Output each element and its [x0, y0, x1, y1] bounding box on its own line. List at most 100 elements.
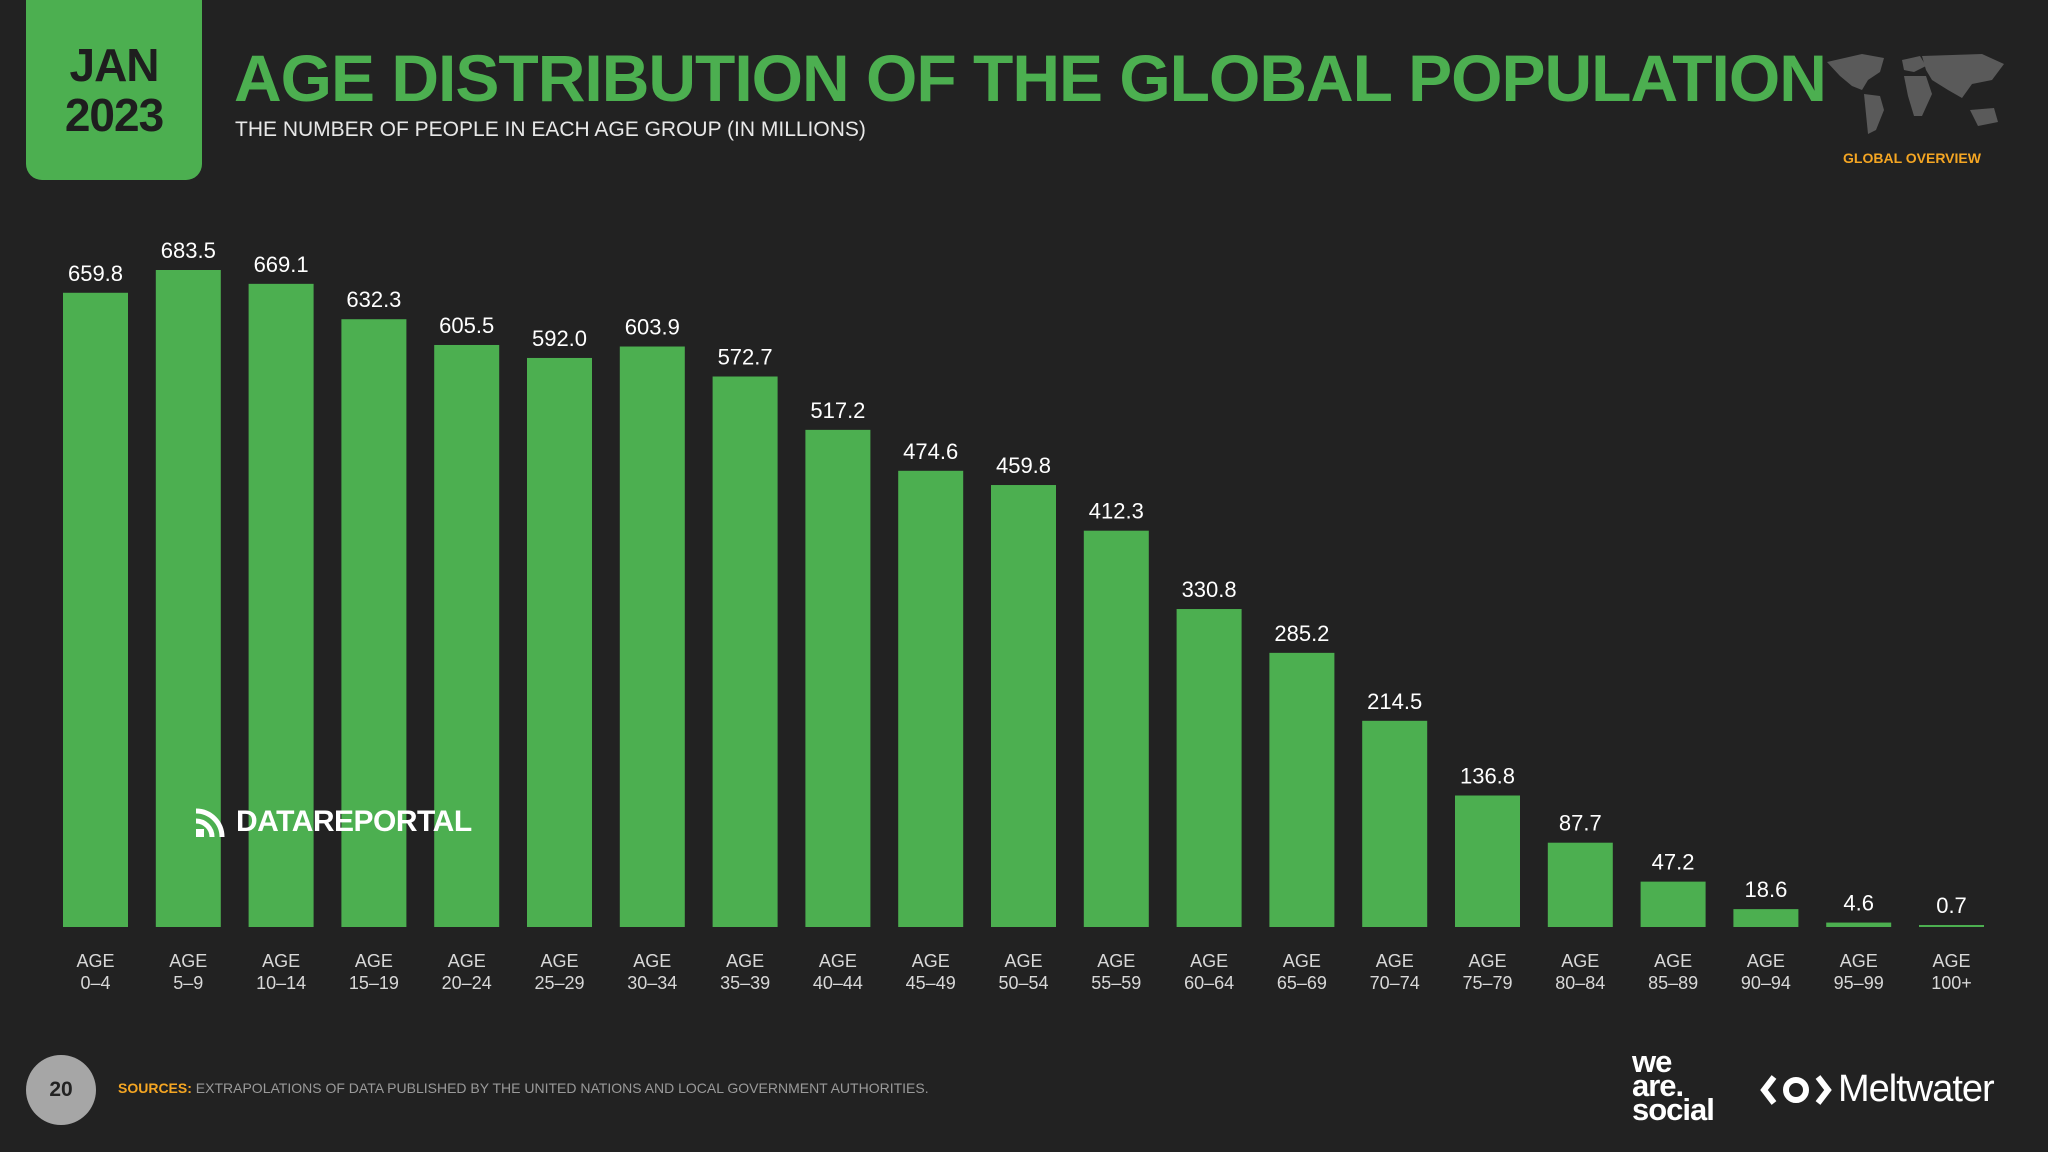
- datareportal-watermark: DATAREPORTAL: [192, 803, 472, 841]
- data-label: 659.8: [68, 261, 123, 286]
- category-label: 15–19: [349, 973, 399, 993]
- data-label: 47.2: [1652, 850, 1695, 875]
- data-label: 572.7: [718, 345, 773, 370]
- data-label: 4.6: [1843, 891, 1874, 916]
- category-label: AGE: [1283, 951, 1321, 971]
- watermark-text: DATAREPORTAL: [236, 805, 472, 838]
- data-label: 669.1: [254, 252, 309, 277]
- bar: [805, 429, 871, 927]
- category-label: AGE: [76, 951, 114, 971]
- bar: [712, 376, 778, 928]
- bar: [434, 344, 500, 928]
- category-label: AGE: [1654, 951, 1692, 971]
- category-label: 30–34: [627, 973, 677, 993]
- category-label: AGE: [1376, 951, 1414, 971]
- sources-note: SOURCES: EXTRAPOLATIONS OF DATA PUBLISHE…: [118, 1080, 929, 1096]
- category-label: 5–9: [173, 973, 203, 993]
- category-label: 85–89: [1648, 973, 1698, 993]
- data-label: 330.8: [1182, 577, 1237, 602]
- category-label: 25–29: [534, 973, 584, 993]
- date-badge: JAN 2023: [26, 0, 202, 180]
- category-label: AGE: [1840, 951, 1878, 971]
- data-label: 683.5: [161, 238, 216, 263]
- world-map-icon: [1827, 54, 2004, 134]
- data-label: 285.2: [1274, 621, 1329, 646]
- category-label: 35–39: [720, 973, 770, 993]
- category-label: 40–44: [813, 973, 863, 993]
- category-label: 90–94: [1741, 973, 1791, 993]
- data-label: 136.8: [1460, 764, 1515, 789]
- meltwater-mark-icon: [1760, 1074, 1832, 1105]
- data-label: 517.2: [810, 398, 865, 423]
- category-label: 95–99: [1834, 973, 1884, 993]
- data-label: 592.0: [532, 326, 587, 351]
- bar: [1176, 609, 1242, 927]
- data-label: 632.3: [346, 287, 401, 312]
- category-label: AGE: [912, 951, 950, 971]
- sources-text: EXTRAPOLATIONS OF DATA PUBLISHED BY THE …: [195, 1080, 929, 1096]
- category-label: AGE: [355, 951, 393, 971]
- bar: [1919, 925, 1984, 927]
- data-label: 474.6: [903, 439, 958, 464]
- bar: [1269, 652, 1335, 927]
- category-label: AGE: [1932, 951, 1970, 971]
- category-label: 100+: [1931, 973, 1972, 993]
- we-are-social-logo: we are. social: [1632, 1044, 1715, 1127]
- bar: [991, 485, 1056, 927]
- category-label: 70–74: [1370, 973, 1420, 993]
- category-label: 20–24: [442, 973, 492, 993]
- data-label: 605.5: [439, 313, 494, 338]
- data-label: 412.3: [1089, 499, 1144, 524]
- bar: [1362, 720, 1428, 927]
- data-label: 459.8: [996, 453, 1051, 478]
- category-label: 45–49: [906, 973, 956, 993]
- category-label: AGE: [1097, 951, 1135, 971]
- date-month: JAN: [69, 39, 159, 91]
- data-label: 87.7: [1559, 811, 1602, 836]
- category-label: 65–69: [1277, 973, 1327, 993]
- bar: [1455, 795, 1520, 927]
- category-label: AGE: [1190, 951, 1228, 971]
- bar: [1640, 881, 1706, 927]
- page-number: 20: [26, 1055, 96, 1125]
- bar: [1826, 922, 1892, 927]
- category-label: AGE: [1468, 951, 1506, 971]
- category-label: 55–59: [1091, 973, 1141, 993]
- bar: [1733, 909, 1799, 927]
- bar: [527, 357, 592, 927]
- bar: [1547, 842, 1613, 927]
- data-label: 214.5: [1367, 689, 1422, 714]
- meltwater-logo: Meltwater: [1760, 1068, 1995, 1111]
- sources-label: SOURCES:: [118, 1080, 192, 1096]
- category-label: AGE: [1561, 951, 1599, 971]
- bar: [341, 319, 407, 927]
- category-label: AGE: [819, 951, 857, 971]
- category-label: AGE: [448, 951, 486, 971]
- bar: [898, 470, 964, 927]
- category-label: 80–84: [1555, 973, 1605, 993]
- bar: [63, 292, 128, 927]
- category-label: AGE: [262, 951, 300, 971]
- date-year: 2023: [64, 89, 164, 141]
- bar: [1083, 530, 1149, 927]
- meltwater-text: Meltwater: [1838, 1068, 1995, 1110]
- bar: [248, 283, 314, 928]
- page-subtitle: THE NUMBER OF PEOPLE IN EACH AGE GROUP (…: [235, 118, 866, 141]
- category-label: AGE: [540, 951, 578, 971]
- datareportal-logo-icon: [195, 808, 225, 838]
- section-label: GLOBAL OVERVIEW: [1843, 150, 1981, 166]
- category-label: 0–4: [80, 973, 110, 993]
- category-label: AGE: [726, 951, 764, 971]
- category-label: AGE: [1004, 951, 1042, 971]
- data-label: 0.7: [1936, 893, 1967, 918]
- category-label: AGE: [169, 951, 207, 971]
- bar: [619, 346, 685, 928]
- category-label: 75–79: [1462, 973, 1512, 993]
- page-title: AGE DISTRIBUTION OF THE GLOBAL POPULATIO…: [234, 41, 1827, 115]
- category-label: AGE: [633, 951, 671, 971]
- category-label: 50–54: [998, 973, 1048, 993]
- category-label: 10–14: [256, 973, 306, 993]
- data-label: 18.6: [1744, 877, 1787, 902]
- data-label: 603.9: [625, 315, 680, 340]
